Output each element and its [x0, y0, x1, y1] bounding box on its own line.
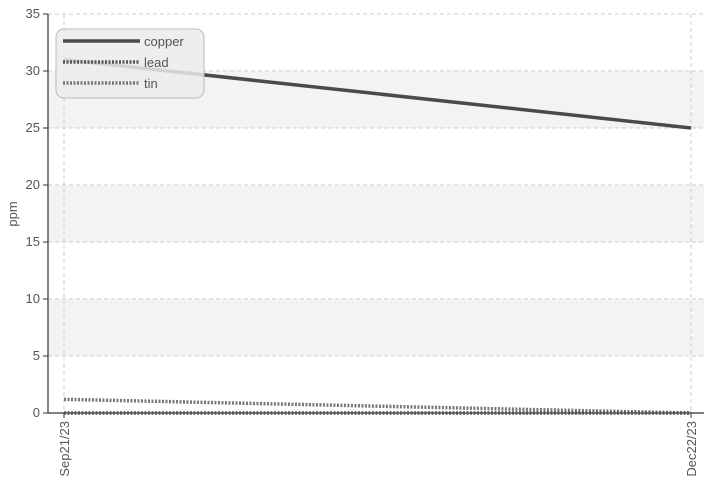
legend: copper lead tin: [55, 28, 205, 99]
x-tick-label: Sep21/23: [57, 421, 72, 477]
y-tick-label: 30: [26, 63, 40, 78]
y-tick-label: 15: [26, 234, 40, 249]
series-line-tin: [63, 397, 692, 415]
y-tick-label: 35: [26, 6, 40, 21]
y-axis-title: ppm: [5, 201, 20, 226]
background-band: [48, 299, 704, 356]
plot-background-bands: [48, 71, 704, 356]
legend-label-copper: copper: [144, 34, 184, 49]
y-tick-label: 10: [26, 291, 40, 306]
legend-label-tin: tin: [144, 76, 158, 91]
y-tick-label: 20: [26, 177, 40, 192]
y-tick-label: 5: [33, 348, 40, 363]
background-band: [48, 185, 704, 242]
x-axis-ticks: Sep21/23 Dec22/23: [57, 413, 699, 477]
x-tick-label: Dec22/23: [684, 421, 699, 477]
y-tick-label: 0: [33, 405, 40, 420]
y-tick-label: 25: [26, 120, 40, 135]
legend-label-lead: lead: [144, 55, 169, 70]
y-axis-ticks: 0 5 10 15 20 25 30 35: [26, 6, 48, 420]
